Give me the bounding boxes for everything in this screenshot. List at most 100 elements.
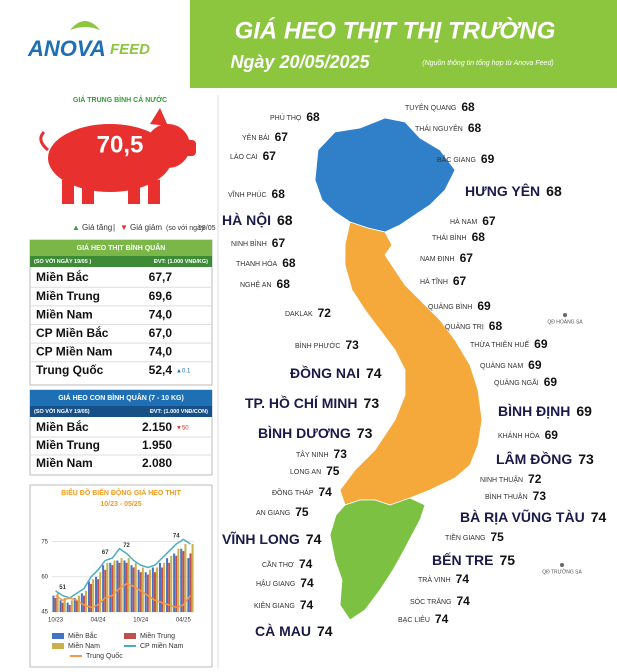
province-name: TUYÊN QUANG (405, 103, 456, 112)
source: (Nguồn thông tin tổng hợp từ Anova Feed) (422, 58, 553, 67)
row-change: ▼50 (176, 426, 189, 432)
y-tick-label: 60 (41, 574, 48, 580)
bar (123, 560, 126, 612)
bar (109, 562, 112, 612)
bar (153, 572, 156, 612)
bar (54, 597, 57, 612)
bar (63, 597, 66, 612)
map-north (314, 117, 456, 233)
province-name: QUẢNG BÌNH (428, 302, 472, 311)
bar (61, 602, 64, 612)
x-tick-label: 04/25 (176, 618, 192, 624)
province: THÁI BÌNH 68 (432, 230, 485, 244)
bar (170, 555, 173, 612)
row-value: 74,0 (149, 345, 173, 359)
province-price: 68 (546, 183, 562, 199)
bar (99, 572, 102, 612)
province-name: TIỀN GIANG (445, 532, 485, 542)
province: HƯNG YÊN 68 (465, 182, 562, 199)
pork-table-subheader (30, 256, 212, 267)
province-name: AN GIANG (256, 510, 290, 517)
province-price: 74 (306, 531, 322, 547)
province: VĨNH LONG 74 (222, 530, 322, 547)
bar (163, 562, 166, 612)
bar (70, 600, 73, 612)
island-label: QĐ HOÀNG SA (547, 318, 583, 325)
bar (87, 581, 90, 612)
legend-label: Miền Nam (68, 641, 100, 650)
province-price: 73 (578, 451, 594, 467)
row-name: Trung Quốc (36, 363, 104, 377)
province-name: BÌNH ĐỊNH (498, 403, 570, 419)
bar (92, 579, 95, 612)
table-note: (SO VỚI NGÀY 19/05) (34, 407, 90, 415)
province-price: 67 (272, 236, 286, 250)
province-name: LONG AN (290, 469, 321, 476)
province-price: 67 (460, 251, 474, 265)
line (55, 583, 192, 609)
province-name: NINH BÌNH (231, 239, 267, 248)
province: HÀ TĨNH 67 (420, 274, 467, 288)
province-price: 75 (490, 530, 504, 544)
legend-swatch (52, 633, 64, 639)
province: NINH THUẬN 72 (480, 472, 542, 486)
province-price: 73 (345, 338, 359, 352)
bar (52, 595, 55, 612)
province-price: 68 (277, 277, 291, 291)
province-name: BÌNH DƯƠNG (258, 425, 351, 441)
province-price: 68 (461, 100, 475, 114)
bar (106, 562, 109, 612)
legend-down: Giá giảm (130, 223, 162, 232)
province-name: THANH HÓA (236, 259, 278, 268)
province-price: 69 (545, 428, 559, 442)
logo-leaf (70, 21, 100, 30)
province: BÌNH THUẬN 73 (485, 489, 546, 503)
province: TRÀ VINH 74 (418, 572, 469, 586)
legend-label: Miền Bắc (68, 631, 98, 640)
legend-label: Miền Trung (140, 631, 175, 640)
line (55, 538, 191, 599)
compare: (so với ngày (166, 225, 205, 232)
province: QUẢNG NAM 69 (480, 358, 542, 372)
row-change: ▲0.1 (176, 369, 191, 375)
province-price: 74 (366, 365, 382, 381)
province-name: CÀ MAU (255, 623, 311, 639)
piglet-table-subheader (30, 406, 212, 417)
province: NGHỆ AN 68 (240, 277, 290, 291)
bar (132, 567, 135, 612)
brand-suffix: FEED (110, 41, 150, 58)
table-title: GIÁ HEO THỊT BÌNH QUÂN (77, 243, 166, 252)
compare-date: 19/05 (198, 225, 216, 232)
bar (95, 576, 98, 612)
island-dot (560, 563, 564, 567)
province-price: 72 (318, 306, 332, 320)
province-price: 73 (364, 395, 380, 411)
province: BÀ RỊA VŨNG TÀU 74 (460, 508, 606, 525)
bar (184, 544, 187, 612)
province-name: KIÊN GIANG (254, 601, 295, 610)
province: PHÚ THỌ 68 (270, 110, 320, 124)
province-name: ĐỒNG NAI (290, 364, 360, 381)
bar (137, 569, 140, 612)
province-name: HẬU GIANG (256, 579, 295, 588)
province-price: 69 (477, 299, 491, 313)
x-tick-label: 04/24 (91, 618, 107, 624)
province-name: VĨNH LONG (222, 530, 300, 547)
bar (187, 558, 190, 612)
national-price: 70,5 (97, 131, 144, 158)
province-name: LÂM ĐỒNG (496, 450, 572, 467)
row-name: Miền Trung (36, 438, 100, 452)
province: HÀ NAM 67 (450, 214, 496, 228)
bar (189, 553, 192, 612)
x-tick-label: 10/24 (133, 618, 149, 624)
separator: | (113, 223, 115, 232)
province-name: NAM ĐỊNH (420, 256, 455, 263)
province-price: 74 (300, 576, 314, 590)
brand: ANOVA (27, 36, 106, 61)
province-name: THÁI NGUYÊN (415, 124, 463, 133)
bar (151, 567, 154, 612)
bar (59, 600, 62, 612)
province-name: YÊN BÁI (242, 133, 270, 142)
